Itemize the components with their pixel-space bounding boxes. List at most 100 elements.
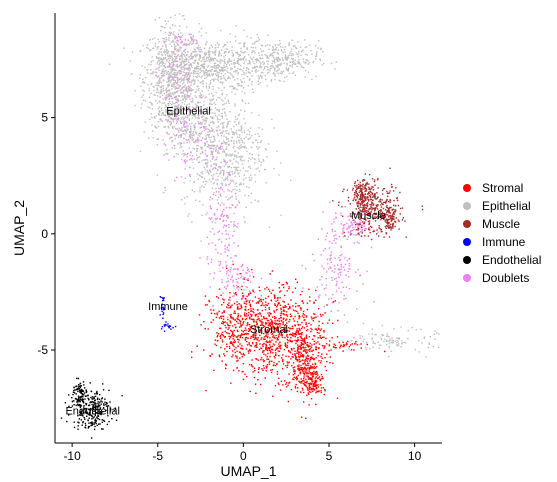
data-point	[318, 347, 320, 349]
data-point	[376, 179, 379, 181]
data-point	[230, 73, 232, 76]
data-point	[207, 64, 210, 67]
data-point	[226, 171, 228, 174]
data-point	[298, 345, 300, 347]
data-point	[188, 61, 190, 63]
data-point	[359, 206, 361, 208]
data-point	[168, 72, 170, 74]
data-point	[282, 323, 284, 326]
data-point	[294, 74, 297, 76]
data-point	[213, 192, 215, 194]
data-point	[256, 33, 258, 36]
data-point	[163, 143, 165, 145]
data-point	[187, 89, 189, 92]
data-point	[216, 144, 219, 147]
data-point	[308, 372, 310, 375]
data-point	[294, 354, 296, 356]
data-point	[176, 99, 178, 101]
data-point	[188, 134, 191, 136]
data-point	[366, 203, 368, 205]
data-point	[215, 158, 218, 160]
data-point	[343, 295, 345, 297]
data-point	[197, 89, 200, 92]
data-point	[353, 222, 355, 224]
data-point	[253, 338, 255, 341]
data-point	[197, 63, 199, 65]
data-point	[243, 329, 246, 332]
data-point	[303, 314, 306, 316]
data-point	[233, 334, 235, 336]
data-point	[335, 290, 338, 292]
data-point	[241, 139, 243, 142]
data-point	[185, 130, 187, 132]
data-point	[318, 320, 320, 323]
data-point	[150, 113, 152, 115]
data-point	[277, 329, 279, 332]
data-point	[346, 227, 349, 229]
data-point	[183, 137, 185, 140]
data-point	[193, 128, 196, 131]
data-point	[257, 52, 260, 54]
data-point	[312, 390, 314, 393]
data-point	[178, 114, 180, 117]
data-point	[190, 53, 193, 55]
data-point	[343, 314, 346, 316]
data-point	[234, 183, 236, 185]
data-point	[196, 157, 198, 159]
data-point	[280, 308, 282, 311]
data-point	[368, 183, 370, 185]
data-point	[222, 81, 224, 83]
data-point	[235, 123, 237, 126]
data-point	[335, 61, 337, 63]
data-point	[180, 199, 183, 201]
data-point	[171, 101, 174, 103]
data-point	[236, 357, 238, 359]
data-point	[231, 136, 233, 139]
data-point	[321, 265, 323, 267]
data-point	[349, 225, 352, 227]
data-point	[180, 88, 182, 90]
data-point	[217, 55, 220, 57]
data-point	[251, 271, 254, 274]
data-point	[278, 58, 281, 60]
data-point	[361, 202, 363, 205]
data-point	[169, 76, 171, 78]
data-point	[238, 123, 240, 125]
data-point	[331, 230, 334, 232]
data-point	[245, 59, 247, 61]
data-point	[308, 391, 311, 393]
data-point	[172, 50, 174, 53]
data-point	[204, 122, 206, 125]
data-point	[253, 311, 255, 314]
data-point	[279, 304, 282, 306]
data-point	[321, 64, 323, 66]
data-point	[231, 356, 233, 358]
data-point	[233, 71, 235, 73]
data-point	[211, 175, 213, 177]
data-point	[256, 319, 258, 321]
data-point	[294, 325, 296, 327]
data-point	[167, 81, 170, 83]
data-point	[350, 229, 353, 232]
data-point	[233, 292, 235, 294]
data-point	[219, 69, 222, 71]
data-point	[263, 332, 265, 335]
data-point	[217, 53, 220, 56]
data-point	[302, 382, 304, 385]
data-point	[287, 308, 289, 310]
data-point	[230, 278, 232, 281]
data-point	[156, 46, 158, 48]
data-point	[335, 234, 337, 236]
data-point	[195, 39, 197, 41]
data-point	[265, 335, 267, 337]
data-point	[184, 93, 186, 96]
data-point	[140, 85, 142, 87]
data-point	[259, 383, 262, 386]
data-point	[384, 216, 386, 218]
data-point	[152, 85, 154, 88]
data-point	[152, 47, 154, 50]
data-point	[217, 64, 219, 66]
data-point	[148, 63, 150, 65]
data-point	[388, 192, 391, 194]
data-point	[228, 237, 231, 239]
